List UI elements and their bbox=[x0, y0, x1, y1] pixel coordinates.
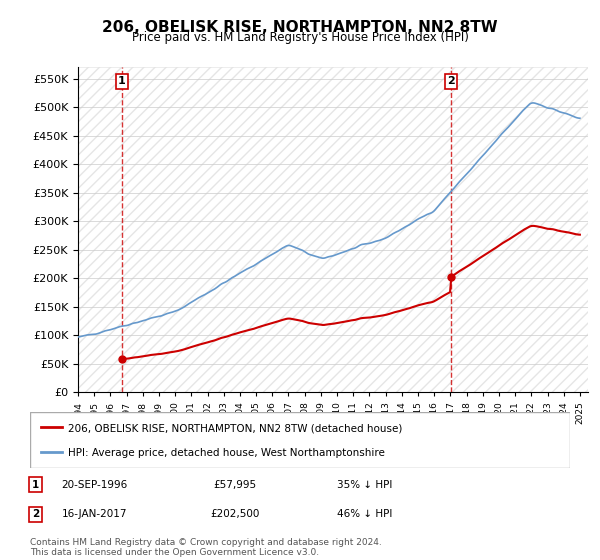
Text: 1: 1 bbox=[32, 479, 39, 489]
Text: Contains HM Land Registry data © Crown copyright and database right 2024.
This d: Contains HM Land Registry data © Crown c… bbox=[30, 538, 382, 557]
Text: 20-SEP-1996: 20-SEP-1996 bbox=[62, 479, 128, 489]
Text: 2: 2 bbox=[447, 77, 455, 86]
Text: 16-JAN-2017: 16-JAN-2017 bbox=[62, 509, 128, 519]
Text: 35% ↓ HPI: 35% ↓ HPI bbox=[337, 479, 392, 489]
Bar bbox=[78, 67, 588, 392]
Text: 46% ↓ HPI: 46% ↓ HPI bbox=[337, 509, 392, 519]
Text: HPI: Average price, detached house, West Northamptonshire: HPI: Average price, detached house, West… bbox=[68, 448, 385, 458]
Text: £57,995: £57,995 bbox=[214, 479, 257, 489]
Text: Price paid vs. HM Land Registry's House Price Index (HPI): Price paid vs. HM Land Registry's House … bbox=[131, 31, 469, 44]
Text: 206, OBELISK RISE, NORTHAMPTON, NN2 8TW: 206, OBELISK RISE, NORTHAMPTON, NN2 8TW bbox=[102, 20, 498, 35]
Text: £202,500: £202,500 bbox=[211, 509, 260, 519]
Text: 1: 1 bbox=[118, 77, 126, 86]
Text: 206, OBELISK RISE, NORTHAMPTON, NN2 8TW (detached house): 206, OBELISK RISE, NORTHAMPTON, NN2 8TW … bbox=[68, 423, 402, 433]
Bar bbox=[78, 67, 588, 392]
FancyBboxPatch shape bbox=[30, 412, 570, 468]
Text: 2: 2 bbox=[32, 509, 39, 519]
